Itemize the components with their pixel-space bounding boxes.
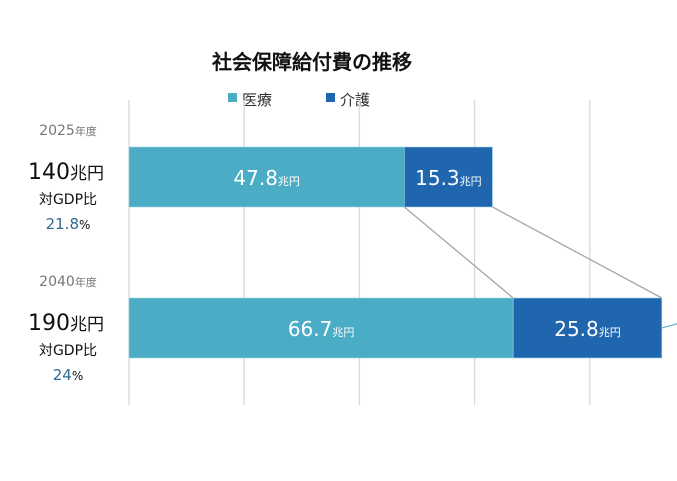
bar-value-label: 66.7兆円 — [288, 317, 355, 341]
year-label: 2025年度 — [39, 123, 97, 139]
total-label: 190兆円 — [28, 311, 104, 336]
bars: 47.8兆円 15.3兆円 66.7兆円 25.8兆円 — [128, 146, 663, 359]
gdp-ratio-label: 対GDP比 — [39, 192, 97, 208]
legend: 医療 介護 — [228, 91, 370, 109]
year-label: 2040年度 — [39, 274, 97, 290]
legend-swatch — [326, 93, 335, 102]
connector-line — [661, 323, 677, 329]
connector-line — [403, 206, 514, 299]
gridlines — [128, 100, 591, 405]
legend-label: 医療 — [242, 91, 272, 109]
bar-value-label: 47.8兆円 — [233, 166, 300, 190]
gdp-ratio-value: 24% — [53, 366, 84, 384]
total-label: 140兆円 — [28, 160, 104, 185]
gdp-ratio-label: 対GDP比 — [39, 343, 97, 359]
bar-value-label: 15.3兆円 — [415, 166, 482, 190]
connector-line — [492, 206, 663, 299]
legend-swatch — [228, 93, 237, 102]
chart-title: 社会保障給付費の推移 — [211, 50, 412, 74]
legend-label: 介護 — [340, 91, 370, 109]
gdp-ratio-value: 21.8% — [46, 215, 91, 233]
bar-value-label: 25.8兆円 — [554, 317, 621, 341]
bar-medical — [128, 146, 405, 208]
bar-nursing — [512, 297, 663, 359]
bar-medical — [128, 297, 514, 359]
bar-nursing — [404, 146, 493, 208]
